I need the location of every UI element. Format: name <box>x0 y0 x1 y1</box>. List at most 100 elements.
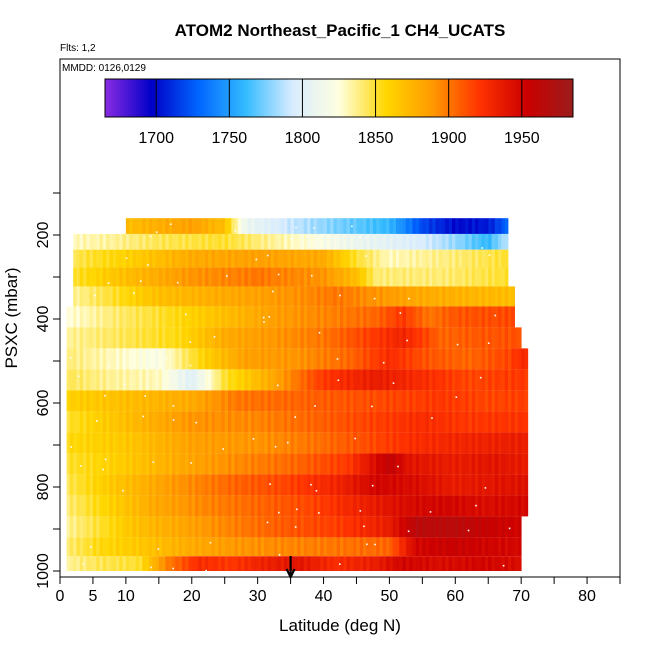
heatmap-cell <box>267 495 272 517</box>
heatmap-cell <box>455 474 459 496</box>
heatmap-cell <box>257 348 262 370</box>
heatmap-cell <box>274 495 278 517</box>
heatmap-cell <box>432 286 436 307</box>
heatmap-cell <box>471 474 476 496</box>
heatmap-cell <box>257 249 262 268</box>
heatmap-cell <box>458 390 463 412</box>
heatmap-cell <box>461 495 466 517</box>
heatmap-cell <box>468 286 473 307</box>
heatmap-cell <box>458 495 463 517</box>
speckle-point <box>122 489 124 492</box>
speckle-point <box>170 223 172 225</box>
heatmap-cell <box>228 453 232 475</box>
heatmap-cell <box>99 369 104 391</box>
speckle-point <box>195 421 198 424</box>
heatmap-cell <box>438 267 443 287</box>
heatmap-cell <box>221 218 226 234</box>
heatmap-cell <box>89 267 94 287</box>
heatmap-cell <box>366 495 371 517</box>
heatmap-cell <box>435 474 440 496</box>
heatmap-cell <box>481 348 486 370</box>
heatmap-cell <box>109 249 114 268</box>
heatmap-cell <box>458 432 463 454</box>
heatmap-cell <box>366 432 371 454</box>
heatmap-cell <box>363 411 367 433</box>
speckle-point <box>354 437 356 440</box>
heatmap-cell <box>96 537 100 557</box>
heatmap-cell <box>376 516 380 538</box>
heatmap-cell <box>158 411 163 433</box>
heatmap-cell <box>353 432 357 454</box>
heatmap-cell <box>280 218 285 234</box>
heatmap-cell <box>99 249 104 268</box>
heatmap-cell <box>300 432 305 454</box>
heatmap-cell <box>175 267 179 287</box>
heatmap-cell <box>132 327 137 349</box>
heatmap-cell <box>152 286 156 307</box>
heatmap-cell <box>478 286 483 307</box>
heatmap-cell <box>491 218 496 234</box>
speckle-point <box>456 343 459 346</box>
speckle-point <box>365 237 367 239</box>
heatmap-cell <box>112 516 117 538</box>
heatmap-cell <box>422 556 427 571</box>
heatmap-cell <box>152 348 156 370</box>
heatmap-cell <box>175 390 179 412</box>
heatmap-cell <box>218 306 222 328</box>
heatmap-cell <box>125 218 130 234</box>
speckle-point <box>467 529 470 532</box>
heatmap-cell <box>244 369 249 391</box>
heatmap-cell <box>498 267 502 287</box>
heatmap-cell <box>303 327 308 349</box>
dates-label: MMDD: 0126,0129 <box>62 63 146 74</box>
heatmap-cell <box>494 556 499 571</box>
heatmap-cell <box>69 411 74 433</box>
heatmap-cell <box>178 348 183 370</box>
heatmap-cell <box>188 348 193 370</box>
heatmap-cell <box>438 249 443 268</box>
heatmap-cell <box>448 474 453 496</box>
heatmap-cell <box>425 432 430 454</box>
heatmap-cell <box>405 495 410 517</box>
heatmap-cell <box>228 249 232 268</box>
heatmap-cell <box>412 286 417 307</box>
heatmap-cell <box>471 516 476 538</box>
heatmap-cell <box>435 537 440 557</box>
heatmap-cell <box>119 495 123 517</box>
heatmap-cell <box>247 453 252 475</box>
heatmap-cell <box>158 286 163 307</box>
heatmap-cell <box>481 537 486 557</box>
heatmap-cell <box>274 432 278 454</box>
heatmap-cell <box>178 306 183 328</box>
speckle-point <box>314 405 316 407</box>
heatmap-cell <box>198 327 203 349</box>
heatmap-cell <box>290 411 295 433</box>
heatmap-cell <box>369 327 374 349</box>
heatmap-cell <box>188 267 193 287</box>
heatmap-cell <box>260 348 265 370</box>
heatmap-cell <box>181 516 186 538</box>
heatmap-cell <box>178 218 183 234</box>
heatmap-cell <box>96 453 100 475</box>
heatmap-cell <box>340 411 344 433</box>
heatmap-cell <box>274 327 278 349</box>
heatmap-cell <box>399 327 403 349</box>
heatmap-cell <box>66 390 71 412</box>
heatmap-cell <box>102 453 107 475</box>
heatmap-cell <box>333 267 338 287</box>
heatmap-cell <box>172 474 176 496</box>
heatmap-cell <box>287 249 291 268</box>
heatmap-cell <box>353 453 357 475</box>
heatmap-cell <box>320 537 324 557</box>
speckle-point <box>133 292 135 294</box>
heatmap-cell <box>376 327 380 349</box>
heatmap-cell <box>323 233 328 250</box>
speckle-point <box>172 419 175 421</box>
heatmap-cell <box>326 286 331 307</box>
heatmap-cell <box>504 286 509 307</box>
heatmap-cell <box>330 537 334 557</box>
heatmap-cell <box>73 233 77 250</box>
heatmap-cell <box>428 537 433 557</box>
heatmap-cell <box>307 411 311 433</box>
heatmap-cell <box>488 286 492 307</box>
